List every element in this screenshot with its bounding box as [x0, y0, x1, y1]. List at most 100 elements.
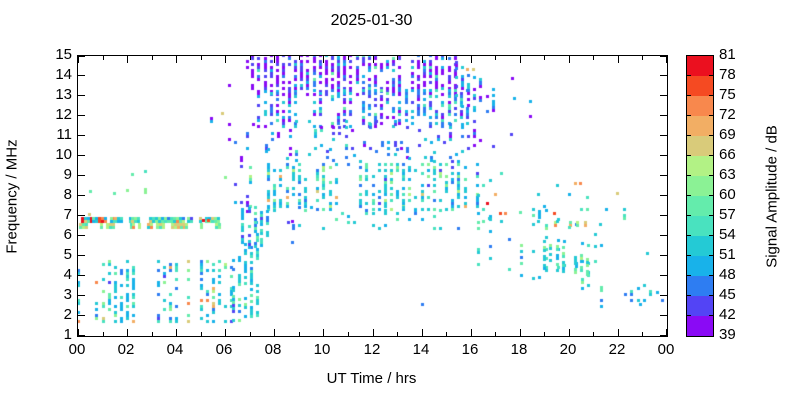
x-tick-major [127, 329, 128, 336]
y-tick-major-right [660, 335, 667, 336]
x-tick-major [176, 329, 177, 336]
y-tick-major-right [660, 115, 667, 116]
x-tick-major-top [422, 56, 423, 63]
y-tick-major [78, 175, 85, 176]
colorbar-tick [687, 275, 691, 276]
y-tick-major [78, 95, 85, 96]
x-tick-major [78, 329, 79, 336]
colorbar-tick [709, 215, 713, 216]
x-tick-major-top [666, 56, 667, 63]
colorbar-tick-label: 54 [719, 226, 736, 243]
y-axis-label: Frequency / MHz [3, 139, 21, 254]
x-tick-label: 08 [264, 341, 282, 358]
colorbar-tick-label: 51 [719, 246, 736, 263]
x-tick-label: 16 [461, 341, 479, 358]
x-tick-minor [152, 332, 153, 336]
y-tick-major [78, 155, 85, 156]
y-tick-label: 15 [55, 46, 72, 63]
colorbar-tick-label: 39 [719, 326, 736, 343]
y-tick-major [78, 255, 85, 256]
x-tick-major-top [471, 56, 472, 63]
x-tick-minor-top [103, 56, 104, 60]
colorbar-tick [687, 115, 691, 116]
x-tick-major-top [78, 56, 79, 63]
x-tick-major-top [176, 56, 177, 63]
colorbar-tick-label: 78 [719, 66, 736, 83]
y-tick-label: 10 [55, 146, 72, 163]
colorbar-tick [687, 155, 691, 156]
x-tick-label: 06 [215, 341, 233, 358]
y-tick-label: 9 [63, 166, 72, 183]
colorbar-tick [687, 195, 691, 196]
y-tick-label: 1 [63, 326, 72, 343]
x-tick-major [323, 329, 324, 336]
x-tick-label: 00 [68, 341, 86, 358]
colorbar-tick [687, 255, 691, 256]
x-tick-minor [397, 332, 398, 336]
colorbar [686, 55, 714, 337]
colorbar-tick-label: 66 [719, 146, 736, 163]
x-tick-major-top [127, 56, 128, 63]
x-tick-label: 22 [608, 341, 626, 358]
colorbar-tick [687, 235, 691, 236]
x-tick-label: 00 [657, 341, 675, 358]
colorbar-tick-label: 63 [719, 166, 736, 183]
y-tick-major-right [660, 255, 667, 256]
plot-area [77, 55, 668, 337]
x-tick-major-top [569, 56, 570, 63]
y-tick-major-right [660, 135, 667, 136]
colorbar-tick [709, 135, 713, 136]
y-tick-major-right [660, 275, 667, 276]
x-tick-major [422, 329, 423, 336]
colorbar-tick-label: 81 [719, 46, 736, 63]
colorbar-tick-label: 60 [719, 186, 736, 203]
y-tick-major [78, 56, 85, 57]
y-tick-major [78, 335, 85, 336]
colorbar-tick [709, 115, 713, 116]
x-tick-minor [593, 332, 594, 336]
y-tick-major [78, 295, 85, 296]
x-tick-label: 12 [363, 341, 381, 358]
y-tick-major [78, 315, 85, 316]
colorbar-tick-label: 72 [719, 106, 736, 123]
y-tick-label: 12 [55, 106, 72, 123]
x-tick-major-top [520, 56, 521, 63]
colorbar-tick [687, 135, 691, 136]
y-tick-major [78, 195, 85, 196]
x-tick-minor-top [593, 56, 594, 60]
colorbar-tick-label: 57 [719, 206, 736, 223]
colorbar-tick [709, 155, 713, 156]
colorbar-tick [709, 75, 713, 76]
y-tick-label: 13 [55, 86, 72, 103]
plot-canvas [78, 56, 667, 336]
colorbar-tick [709, 275, 713, 276]
colorbar-tick-label: 45 [719, 286, 736, 303]
x-tick-major [666, 329, 667, 336]
colorbar-tick-label: 75 [719, 86, 736, 103]
x-tick-major [569, 329, 570, 336]
y-tick-major-right [660, 215, 667, 216]
colorbar-tick [687, 295, 691, 296]
y-tick-label: 8 [63, 186, 72, 203]
x-tick-minor-top [397, 56, 398, 60]
x-tick-label: 02 [117, 341, 135, 358]
x-tick-major [618, 329, 619, 336]
x-tick-minor-top [152, 56, 153, 60]
colorbar-tick [709, 195, 713, 196]
y-tick-label: 14 [55, 66, 72, 83]
colorbar-tick [687, 175, 691, 176]
x-tick-major-top [373, 56, 374, 63]
y-tick-major-right [660, 75, 667, 76]
x-tick-major [225, 329, 226, 336]
y-tick-major-right [660, 235, 667, 236]
y-tick-major [78, 275, 85, 276]
y-tick-major [78, 75, 85, 76]
colorbar-tick [687, 215, 691, 216]
chart-title: 2025-01-30 [330, 12, 413, 29]
y-tick-major-right [660, 295, 667, 296]
colorbar-tick [709, 255, 713, 256]
colorbar-tick-label: 48 [719, 266, 736, 283]
colorbar-tick [687, 95, 691, 96]
x-tick-label: 04 [166, 341, 184, 358]
